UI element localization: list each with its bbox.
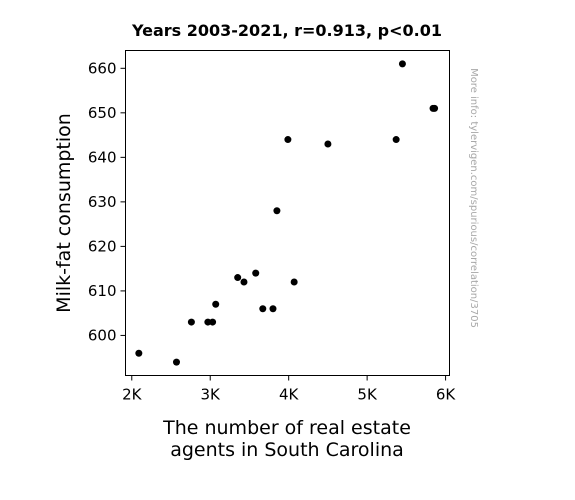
x-axis-label-line-2: agents in South Carolina bbox=[170, 439, 404, 461]
data-point bbox=[209, 318, 217, 326]
y-tick-label: 630 bbox=[88, 193, 117, 211]
y-tick-label: 610 bbox=[88, 282, 117, 300]
data-points bbox=[135, 60, 439, 366]
chart-title: Years 2003-2021, r=0.913, p<0.01 bbox=[131, 21, 442, 40]
source-note: More info: tylervigen.com/spurious/corre… bbox=[468, 68, 479, 328]
x-tick-label: 3K bbox=[201, 386, 222, 404]
x-tick-label: 4K bbox=[279, 386, 300, 404]
y-tick-label: 620 bbox=[88, 237, 117, 255]
data-point bbox=[392, 136, 400, 144]
data-point bbox=[212, 300, 220, 308]
x-tick-label: 2K bbox=[122, 386, 143, 404]
y-tick-label: 650 bbox=[88, 104, 117, 122]
data-point bbox=[290, 278, 298, 286]
y-tick-label: 600 bbox=[88, 326, 117, 344]
data-point bbox=[284, 136, 292, 144]
x-axis-label-line-1: The number of real estate bbox=[162, 417, 411, 439]
plot-area bbox=[125, 50, 450, 376]
data-point bbox=[324, 140, 332, 148]
data-point bbox=[269, 305, 277, 313]
y-axis-label: Milk-fat consumption bbox=[53, 113, 75, 313]
y-tick-label: 640 bbox=[88, 148, 117, 166]
data-point bbox=[273, 207, 281, 215]
data-point bbox=[252, 269, 260, 277]
data-point bbox=[135, 349, 143, 357]
y-axis: 600 610 620 630 640 650 660 bbox=[88, 59, 126, 344]
data-point bbox=[431, 104, 439, 112]
y-tick-label: 660 bbox=[88, 59, 117, 77]
x-tick-label: 6K bbox=[436, 386, 457, 404]
x-tick-label: 5K bbox=[357, 386, 378, 404]
x-axis: 2K 3K 4K 5K 6K bbox=[122, 375, 457, 404]
data-point bbox=[172, 358, 180, 366]
data-point bbox=[187, 318, 195, 326]
data-point bbox=[398, 60, 406, 68]
data-point bbox=[259, 305, 267, 313]
data-point bbox=[240, 278, 248, 286]
data-point bbox=[234, 274, 242, 282]
